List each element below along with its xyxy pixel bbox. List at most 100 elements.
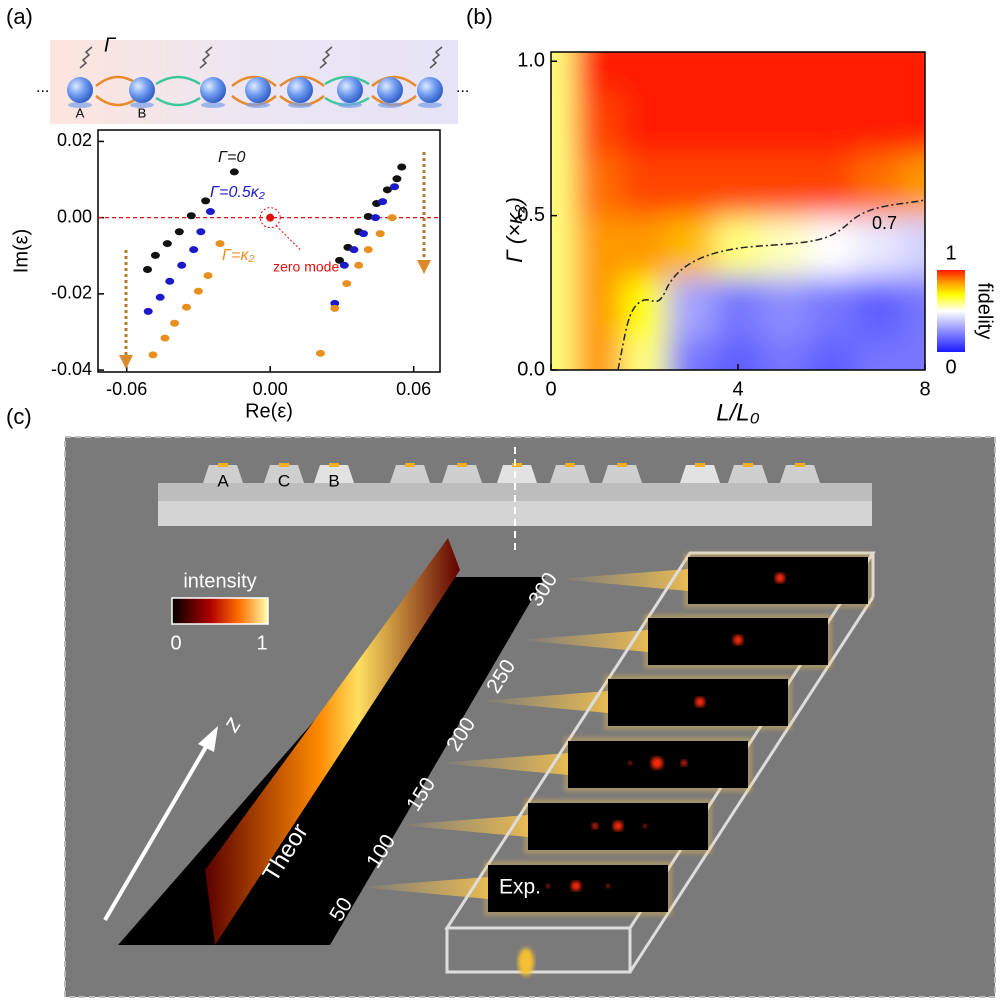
point [143,307,153,315]
y-tick-label: 0.00 [57,206,92,226]
point [205,208,215,216]
colorbar [937,270,965,352]
waveguide [442,465,482,483]
heatmap-cell [574,52,622,93]
point [155,293,165,301]
point [358,230,368,238]
heatmap-cell [714,277,762,340]
ellipsis: ... [456,79,469,96]
heatmap-cell [621,339,669,370]
point [229,168,239,176]
waveguide-mode [405,463,415,467]
point [363,213,373,221]
point [177,261,187,269]
point [215,240,225,248]
point [150,251,160,259]
site [67,77,93,103]
heatmap-cell [761,153,809,217]
intensity-spot [775,573,785,583]
beam [478,691,608,713]
heatmap-cell [574,277,622,340]
beam [558,569,688,591]
site-shadow [68,102,92,108]
x-tick-label: 0.06 [396,379,431,399]
colorbar-label: intensity [183,570,256,592]
series-label: Γ=κ₂ [222,247,255,264]
panel-label: (c) [6,404,32,429]
point [339,261,349,269]
ellipsis: ... [36,79,49,96]
heatmap-cell [667,215,716,278]
heatmap-cell [761,277,809,340]
site-shadow [130,102,154,108]
waveguide-mode [457,463,467,467]
heatmap-cell [551,215,575,278]
waveguide-mode [279,463,289,467]
x-tick-label: 0.00 [253,379,288,399]
heatmap-cell [808,52,856,93]
point [193,287,203,295]
heatmap-cell [901,277,925,340]
heatmap-cell [854,153,903,217]
intensity-spot [651,757,663,769]
heatmap-cell [808,339,856,370]
x-axis-label: Re(ε) [245,400,293,422]
heatmap-cell [667,92,716,155]
point [189,246,199,254]
site [129,77,155,103]
waveguide-mode [218,463,228,467]
point [378,198,388,206]
waveguide [314,465,354,483]
exp-label: Exp. [499,876,541,899]
contour [617,199,926,371]
substrate [158,483,872,501]
z-arrow [103,738,212,922]
intensity-spot [681,760,687,766]
heatmap-cell [574,339,622,370]
waveguide-mode [695,463,705,467]
point [143,265,153,273]
site-shadow [246,102,270,108]
site-label: C [278,471,290,490]
waveguide [550,465,590,483]
panel-label: (b) [466,4,493,29]
point [315,349,325,357]
waveguide [390,465,430,483]
site-shadow [201,102,225,108]
y-axis-label: Γ (×κ₂) [502,197,527,263]
heatmap-cell [621,277,669,340]
x-tick-label: 8 [919,378,930,400]
zero-mode-pointer [275,225,301,251]
waveguide-mode [617,463,627,467]
beam [358,877,488,899]
y-tick-label: 0.5 [517,204,545,226]
point [181,303,191,311]
site-shadow [378,102,402,108]
heatmap-cell [621,52,669,93]
heatmap-cell [551,52,575,93]
trend-arrow-head [417,260,431,274]
heatmap-cell [551,153,575,217]
zero-mode-label: zero mode [273,258,339,274]
input-beam [518,948,534,976]
heatmap-cell [551,339,575,370]
point [162,240,172,248]
intensity-spot [613,821,623,831]
beam [398,815,528,837]
heatmap-cell [808,153,856,217]
point [201,197,211,205]
site-shadow [288,102,312,108]
site-label: B [328,471,339,490]
point [387,214,397,222]
waveguide [780,465,820,483]
heatmap-cell [901,52,925,93]
heatmap-cell [901,92,925,155]
heatmap-cell [761,215,809,278]
y-tick-label: 0.0 [517,358,545,380]
heatmap-cell [761,92,809,155]
heatmap-cell [621,153,669,217]
intensity-spot [733,635,743,645]
waveguide-mode [565,463,575,467]
heatmap-cell [808,92,856,155]
